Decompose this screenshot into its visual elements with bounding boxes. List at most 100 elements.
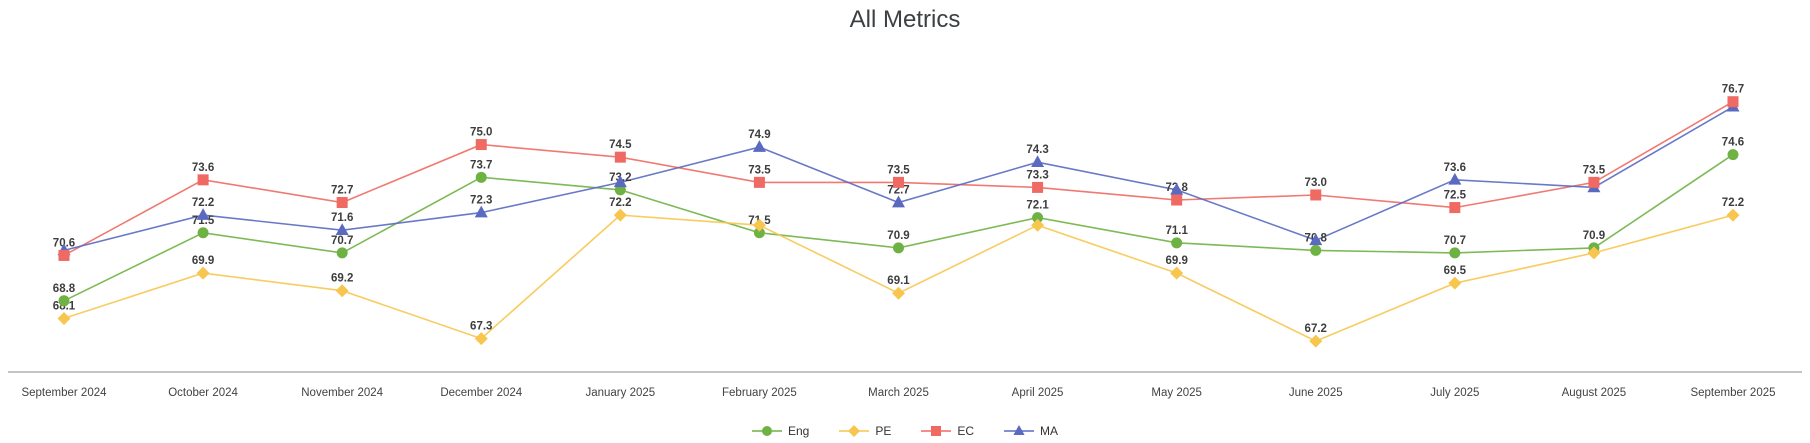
data-point-MA[interactable]	[335, 223, 349, 236]
data-point-MA[interactable]	[1031, 155, 1045, 167]
data-point-EC[interactable]	[614, 151, 626, 163]
data-point-Eng[interactable]	[614, 184, 626, 196]
legend-label: PE	[875, 424, 892, 438]
data-label-EC: 74.5	[609, 139, 632, 151]
legend-label: Eng	[787, 424, 810, 438]
data-label-MA: 74.9	[748, 129, 770, 141]
data-point-Eng[interactable]	[197, 227, 209, 239]
data-point-PE[interactable]	[1170, 266, 1184, 280]
x-axis-label: March 2025	[868, 387, 929, 399]
x-axis-label: October 2024	[168, 387, 238, 399]
legend-marker-square-icon	[921, 426, 952, 436]
x-axis-label: August 2025	[1562, 387, 1627, 399]
data-label-EC: 76.7	[1722, 84, 1744, 96]
data-point-EC[interactable]	[197, 174, 209, 186]
data-label-MA: 72.2	[192, 197, 214, 209]
data-point-PE[interactable]	[613, 208, 627, 222]
data-point-PE[interactable]	[1031, 218, 1045, 232]
data-label-PE: 72.2	[1722, 197, 1744, 209]
data-point-MA[interactable]	[752, 140, 766, 152]
x-axis-label: January 2025	[585, 387, 655, 399]
x-axis-label: July 2025	[1430, 387, 1479, 399]
data-point-EC[interactable]	[1310, 189, 1322, 201]
data-point-EC[interactable]	[336, 197, 348, 209]
data-point-Eng[interactable]	[1727, 149, 1739, 161]
data-point-Eng[interactable]	[58, 295, 70, 307]
data-point-MA[interactable]	[892, 195, 905, 208]
data-point-Eng[interactable]	[893, 242, 904, 254]
legend-label: EC	[957, 424, 975, 438]
data-label-Eng: 73.7	[470, 159, 492, 171]
legend-item-MA[interactable]: MA	[1004, 424, 1058, 438]
data-label-PE: 69.9	[1165, 255, 1187, 267]
data-point-PE[interactable]	[1726, 208, 1740, 222]
data-point-MA[interactable]	[474, 205, 488, 218]
x-axis-label: February 2025	[722, 387, 797, 399]
data-label-Eng: 74.6	[1722, 137, 1744, 149]
data-point-Eng[interactable]	[1032, 212, 1044, 224]
x-axis-label: June 2025	[1289, 387, 1343, 399]
chart-legend: Eng PE EC MA	[0, 424, 1810, 438]
data-label-MA: 73.6	[1444, 162, 1466, 174]
data-point-EC[interactable]	[1171, 194, 1183, 206]
x-axis-label: May 2025	[1151, 387, 1202, 399]
legend-item-PE[interactable]: PE	[839, 424, 891, 438]
data-point-PE[interactable]	[1309, 334, 1323, 348]
data-label-EC: 73.5	[887, 164, 910, 176]
data-point-MA[interactable]	[1448, 172, 1462, 185]
data-point-EC[interactable]	[893, 176, 904, 188]
x-axis-label: December 2024	[440, 387, 522, 399]
legend-item-Eng[interactable]: Eng	[751, 424, 810, 438]
data-label-EC: 73.3	[1026, 169, 1048, 181]
x-axis-label: April 2025	[1012, 387, 1064, 399]
data-label-MA: 71.6	[331, 212, 353, 224]
x-axis-label: November 2024	[301, 387, 383, 399]
data-point-Eng[interactable]	[753, 227, 765, 239]
data-label-Eng: 70.9	[887, 230, 909, 242]
data-point-PE[interactable]	[57, 311, 71, 325]
data-point-EC[interactable]	[1032, 181, 1044, 193]
data-label-EC: 73.5	[748, 164, 771, 176]
data-point-Eng[interactable]	[475, 171, 487, 183]
data-point-MA[interactable]	[1170, 182, 1184, 195]
data-point-PE[interactable]	[1587, 246, 1601, 260]
data-label-PE: 67.2	[1305, 323, 1327, 335]
data-label-EC: 75.0	[470, 127, 492, 139]
data-point-EC[interactable]	[1588, 176, 1600, 188]
data-label-MA: 72.3	[470, 195, 492, 207]
data-label-Eng: 70.9	[1583, 230, 1605, 242]
data-label-Eng: 72.1	[1026, 200, 1049, 212]
data-point-PE[interactable]	[474, 332, 488, 346]
data-point-PE[interactable]	[196, 266, 210, 280]
data-point-EC[interactable]	[1449, 202, 1461, 214]
data-label-PE: 67.3	[470, 321, 492, 333]
data-label-MA: 72.7	[887, 185, 909, 197]
legend-marker-circle-icon	[751, 426, 782, 436]
data-point-MA[interactable]	[1309, 233, 1323, 246]
data-point-Eng[interactable]	[1449, 247, 1461, 259]
data-label-PE: 69.9	[192, 255, 214, 267]
data-label-PE: 68.1	[53, 300, 76, 312]
data-point-Eng[interactable]	[1171, 237, 1183, 249]
data-label-PE: 69.1	[887, 275, 910, 287]
data-point-MA[interactable]	[196, 208, 210, 220]
data-point-EC[interactable]	[475, 139, 487, 151]
data-point-EC[interactable]	[58, 249, 70, 261]
data-point-EC[interactable]	[753, 176, 765, 188]
data-point-PE[interactable]	[335, 284, 349, 298]
data-label-PE: 69.2	[331, 273, 353, 285]
data-label-MA: 74.3	[1026, 144, 1048, 156]
data-point-Eng[interactable]	[336, 247, 348, 259]
data-point-PE[interactable]	[892, 286, 905, 300]
data-point-PE[interactable]	[752, 218, 766, 232]
data-label-EC: 73.6	[192, 162, 214, 174]
data-point-EC[interactable]	[1727, 96, 1739, 108]
data-label-PE: 69.5	[1444, 265, 1467, 277]
data-point-Eng[interactable]	[1310, 244, 1322, 256]
data-point-MA[interactable]	[613, 175, 627, 188]
data-point-PE[interactable]	[1448, 276, 1462, 290]
legend-item-EC[interactable]: EC	[921, 424, 974, 438]
data-label-PE: 72.2	[609, 197, 631, 209]
data-label-EC: 72.5	[1444, 190, 1467, 202]
